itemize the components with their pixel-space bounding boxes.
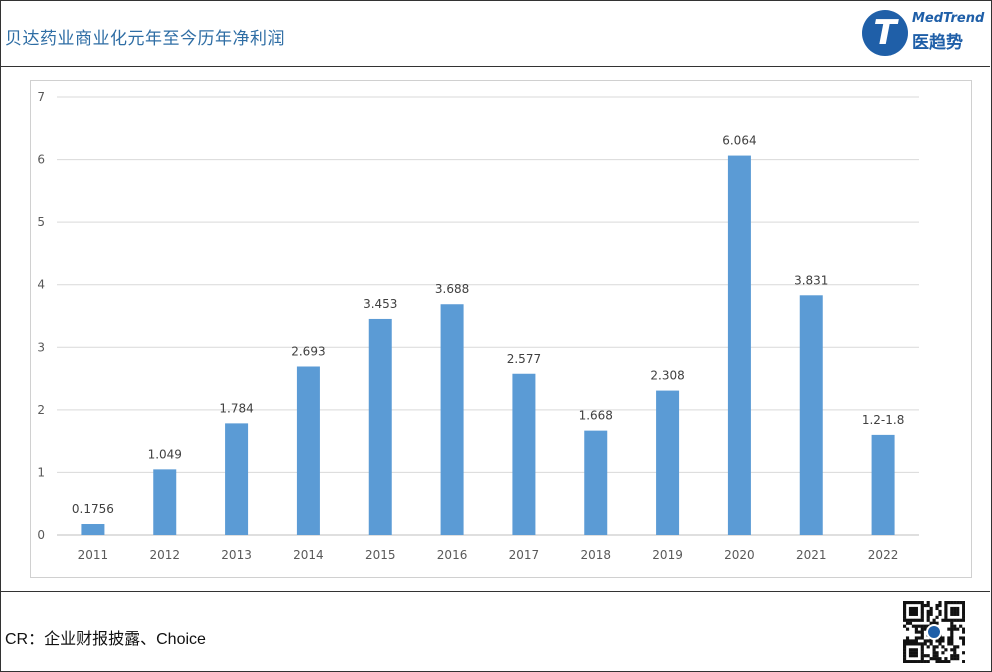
- footer: CR：企业财报披露、Choice: [0, 591, 990, 672]
- qr-code-icon: [903, 601, 965, 663]
- y-tick-label: 4: [37, 278, 45, 292]
- bar-chart: 0 1 2 3 4 5 6 7 0.1756 2011 1.049 2012 1.784 2013 2.69…: [37, 90, 919, 562]
- source-note: CR：企业财报披露、Choice: [5, 631, 206, 648]
- bar: [296, 366, 320, 535]
- logo-text: MedTrend: [912, 11, 985, 26]
- chart-area: 0 1 2 3 4 5 6 7 0.1756 2011 1.049 2012 1.784 2013 2.69…: [30, 80, 972, 578]
- logo-circle-icon: [862, 10, 908, 56]
- y-tick-label: 2: [37, 403, 45, 417]
- bar: [727, 155, 751, 535]
- data-label: 2.308: [650, 369, 684, 383]
- medtrend-logo: T MedTrend 医趋势: [862, 8, 985, 58]
- data-label: 1.049: [148, 447, 182, 461]
- x-tick-label: 2020: [724, 548, 755, 562]
- bar: [656, 390, 680, 535]
- logo-text-cn: 医趋势: [912, 33, 963, 53]
- y-tick-label: 3: [37, 340, 45, 354]
- logo-glyph: T: [873, 13, 897, 53]
- data-label: 3.453: [363, 297, 397, 311]
- y-tick-label: 6: [37, 153, 45, 167]
- bar: [512, 373, 536, 535]
- data-label: 2.693: [291, 344, 325, 358]
- data-label: 3.831: [794, 273, 828, 287]
- y-tick-label: 5: [37, 215, 45, 229]
- data-label: 3.688: [435, 282, 469, 296]
- bar: [440, 304, 464, 535]
- bar: [153, 469, 177, 535]
- bar: [225, 423, 249, 535]
- data-label: 1.2-1.8: [862, 413, 905, 427]
- bar: [368, 318, 392, 535]
- y-tick-label: 1: [37, 465, 45, 479]
- x-tick-label: 2011: [78, 548, 109, 562]
- y-tick-label: 0: [37, 528, 45, 542]
- data-label: 2.577: [507, 352, 541, 366]
- page-title: 贝达药业商业化元年至今历年净利润: [5, 29, 285, 49]
- bar: [871, 434, 895, 535]
- data-label: 1.784: [219, 401, 253, 415]
- bar: [81, 524, 105, 535]
- x-tick-label: 2021: [796, 548, 827, 562]
- x-tick-label: 2016: [437, 548, 468, 562]
- data-label: 0.1756: [72, 502, 114, 516]
- header: 贝达药业商业化元年至今历年净利润 T MedTrend 医趋势: [0, 0, 990, 67]
- bar: [584, 430, 608, 535]
- data-label: 6.064: [722, 134, 756, 148]
- bar: [799, 295, 823, 535]
- x-tick-label: 2017: [509, 548, 540, 562]
- data-label: 1.668: [579, 409, 613, 423]
- x-tick-label: 2019: [652, 548, 683, 562]
- x-tick-label: 2018: [580, 548, 611, 562]
- x-tick-label: 2014: [293, 548, 324, 562]
- x-tick-label: 2013: [221, 548, 252, 562]
- x-tick-label: 2015: [365, 548, 396, 562]
- x-tick-label: 2022: [868, 548, 899, 562]
- x-tick-label: 2012: [149, 548, 180, 562]
- y-tick-label: 7: [37, 90, 45, 104]
